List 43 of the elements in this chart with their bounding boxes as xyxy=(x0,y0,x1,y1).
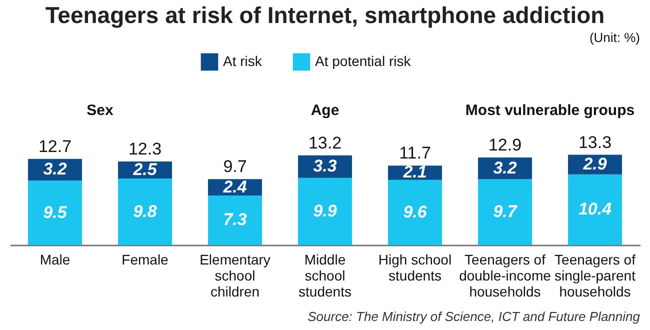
total-label: 13.3 xyxy=(578,132,612,152)
bar xyxy=(478,179,532,245)
data-label: 3.2 xyxy=(493,158,518,178)
total-label: 13.2 xyxy=(308,133,342,152)
x-tick-label: Middle school students xyxy=(298,252,352,300)
x-tick-label: Teenagers of double-income households xyxy=(459,252,552,300)
total-label: 9.7 xyxy=(223,157,247,176)
data-label: 9.6 xyxy=(403,202,428,222)
bar xyxy=(208,195,262,245)
total-label: 12.3 xyxy=(128,140,162,159)
legend-label: At potential risk xyxy=(315,52,412,69)
data-label: 9.5 xyxy=(43,202,68,222)
data-label: 2.5 xyxy=(132,160,158,180)
data-label: 10.4 xyxy=(578,200,612,219)
total-label: 12.7 xyxy=(38,136,72,156)
legend-label: At risk xyxy=(223,52,263,69)
x-tick-label: Male xyxy=(40,252,70,268)
data-label: 7.3 xyxy=(223,210,248,230)
data-label: 2.9 xyxy=(582,154,608,174)
source-note: Source: The Ministry of Science, ICT and Future Planning xyxy=(308,309,641,324)
bar xyxy=(298,178,352,245)
data-label: 2.4 xyxy=(222,177,248,196)
text: Sex xyxy=(86,102,114,119)
x-tick-label: Elementary school children xyxy=(200,252,270,300)
data-label: 9.9 xyxy=(313,201,338,220)
data-label: 3.3 xyxy=(313,156,338,176)
text: (Unit: %) xyxy=(589,30,640,45)
x-tick-label: Teenagers of single-parent households xyxy=(554,252,636,300)
x-tick-label: Female xyxy=(122,252,169,268)
bar xyxy=(388,180,442,245)
x-tick-label: High school students xyxy=(378,252,452,284)
total-label: 12.9 xyxy=(488,135,522,154)
bar xyxy=(568,174,622,245)
bar xyxy=(118,178,172,245)
text: Age xyxy=(310,102,340,119)
data-label: 9.7 xyxy=(493,202,518,222)
total-label: 11.7 xyxy=(399,144,431,163)
data-label: 9.8 xyxy=(133,202,158,221)
chart-title: Teenagers at risk of Internet, smartphone addiction xyxy=(45,2,605,28)
data-label: 3.2 xyxy=(43,160,68,179)
bar xyxy=(28,180,82,245)
text: Most vulnerable groups xyxy=(465,102,635,119)
data-label: 2.1 xyxy=(402,162,427,182)
